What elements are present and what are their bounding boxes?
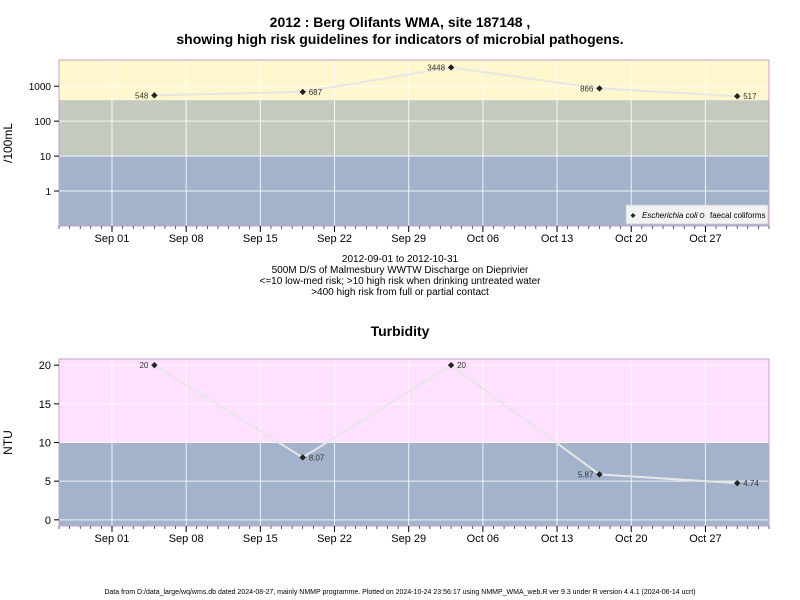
risk-band-1-0 <box>59 442 769 526</box>
legend-box <box>625 204 769 225</box>
data-point-1-0-2 <box>447 361 455 369</box>
x-tick-label-0-3: Sep 22 <box>317 233 352 245</box>
data-label-1-0-2: 20 <box>457 361 466 370</box>
data-point-1-0-1 <box>299 454 306 461</box>
y-tick-label-0-2: 100 <box>34 117 51 128</box>
y-tick-label-0-0: 1 <box>45 187 51 198</box>
data-label-1-0-3: 5.87 <box>578 470 594 479</box>
y-tick-label-0-3: 1000 <box>29 82 52 93</box>
footer-note: Data from D:/data_large/wq/wms.db dated … <box>104 589 696 596</box>
data-point-1-0-0 <box>151 361 158 369</box>
x-tick-label-0-8: Oct 27 <box>689 233 721 245</box>
x-tick-label-0-4: Sep 29 <box>391 233 426 245</box>
y-axis-label-1: NTU <box>1 430 15 455</box>
y-tick-label-0-1: 10 <box>40 152 52 163</box>
x-tick-label-1-3: Sep 22 <box>317 533 352 545</box>
x-tick-label-1-2: Sep 15 <box>243 533 278 545</box>
plot-frame-0 <box>58 59 770 227</box>
risk-band-0-1 <box>59 100 769 157</box>
x-tick-label-1-6: Oct 13 <box>541 533 573 545</box>
data-label-0-0-3: 866 <box>580 84 594 93</box>
risk-band-1-1 <box>59 359 769 443</box>
data-label-0-0-2: 3448 <box>427 63 445 72</box>
y-tick-label-1-0: 0 <box>45 515 51 527</box>
chart-title-line1: 2012 : Berg Olifants WMA, site 187148 , <box>269 14 531 30</box>
data-point-0-0-0 <box>151 92 158 99</box>
x-tick-label-1-4: Sep 29 <box>391 533 426 545</box>
risk-band-0-2 <box>59 60 769 101</box>
data-point-1-0-3 <box>596 471 603 478</box>
data-point-1-0-4 <box>734 479 741 487</box>
legend-marker-faecal <box>699 213 705 218</box>
x-tick-label-1-1: Sep 08 <box>169 533 204 545</box>
x-tick-label-1-7: Oct 20 <box>615 533 647 545</box>
legend-marker-ecoli <box>630 213 636 218</box>
data-point-0-0-4 <box>734 93 741 100</box>
legend-label-ecoli: Escherichia coli <box>642 211 698 220</box>
chart-title-line2: showing high risk guidelines for indicat… <box>176 31 624 47</box>
data-label-0-0-0: 548 <box>135 91 149 100</box>
data-point-0-0-1 <box>299 88 306 96</box>
x-tick-label-1-0: Sep 01 <box>95 533 130 545</box>
x-tick-label-0-6: Oct 13 <box>541 233 573 245</box>
caption-risk-contact: >400 high risk from full or partial cont… <box>311 287 489 298</box>
data-point-0-0-2 <box>447 64 455 71</box>
turbidity-title: Turbidity <box>370 323 430 339</box>
data-point-0-0-3 <box>596 85 603 92</box>
x-tick-label-0-2: Sep 15 <box>243 233 278 245</box>
caption-risk-drinking: <=10 low-med risk; >10 high risk when dr… <box>259 276 541 287</box>
data-label-1-0-4: 4.74 <box>743 479 759 488</box>
y-axis-label-0: /100mL <box>1 123 15 163</box>
data-label-1-0-1: 8.07 <box>309 453 325 462</box>
data-label-0-0-4: 517 <box>743 92 757 101</box>
data-label-1-0-0: 20 <box>139 361 148 370</box>
x-tick-label-0-5: Oct 06 <box>467 233 499 245</box>
x-tick-label-0-0: Sep 01 <box>95 233 130 245</box>
x-tick-label-1-5: Oct 06 <box>467 533 499 545</box>
caption-date-range: 2012-09-01 to 2012-10-31 <box>341 254 459 265</box>
x-tick-label-1-8: Oct 27 <box>689 533 721 545</box>
x-tick-label-0-7: Oct 20 <box>615 233 647 245</box>
x-tick-label-0-1: Sep 08 <box>169 233 204 245</box>
legend-label-faecal: faecal coliforms <box>710 211 766 220</box>
y-tick-label-1-4: 20 <box>39 360 51 372</box>
y-tick-label-1-2: 10 <box>39 438 51 450</box>
y-tick-label-1-1: 5 <box>45 476 51 488</box>
y-tick-label-1-3: 15 <box>39 399 51 411</box>
caption-site: 500M D/S of Malmesbury WWTW Discharge on… <box>271 265 529 276</box>
data-label-0-0-1: 687 <box>309 88 323 97</box>
